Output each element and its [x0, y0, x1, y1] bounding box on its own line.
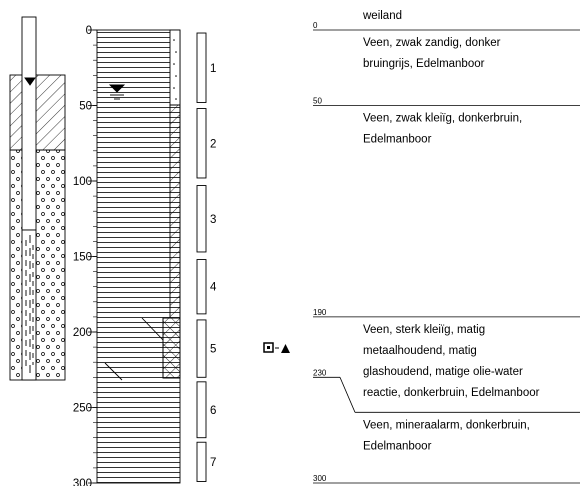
- depth-label: 200: [73, 327, 92, 339]
- sample-label: 3: [210, 214, 216, 226]
- sample-label: 7: [210, 457, 216, 469]
- layer-description: Edelmanboor: [363, 440, 432, 452]
- sample-box: [197, 33, 206, 102]
- sample-box: [197, 260, 206, 314]
- sample-box: [197, 382, 206, 438]
- surface-label: weiland: [362, 10, 402, 22]
- leader: [340, 377, 355, 412]
- depth-label: 300: [73, 478, 92, 486]
- depth-label: 250: [73, 403, 92, 415]
- well-diagram: [10, 17, 65, 380]
- bottom-depth: 300: [313, 474, 327, 483]
- layer-description: Veen, zwak kleiïg, donkerbruin,: [363, 113, 522, 125]
- layer-depth: 0: [313, 21, 318, 30]
- sample-label: 6: [210, 405, 216, 417]
- sample-label: 1: [210, 63, 216, 75]
- layer-description: Veen, sterk kleiïg, matig: [363, 324, 485, 336]
- sample-label: 2: [210, 138, 216, 150]
- sample-box: [197, 109, 206, 178]
- layer-description: reactie, donkerbruin, Edelmanboor: [363, 387, 540, 399]
- depth-label: 50: [79, 101, 92, 113]
- layer-description: Edelmanboor: [363, 134, 432, 146]
- sample-box: [197, 320, 206, 377]
- sample-box: [197, 186, 206, 252]
- sample-label: 4: [210, 282, 217, 294]
- layer-description: glashoudend, matige olie-water: [363, 366, 523, 378]
- contamination-symbol: [264, 343, 290, 353]
- layer-depth: 50: [313, 97, 322, 106]
- layer-description: metaalhoudend, matig: [363, 345, 477, 357]
- sample-label: 5: [210, 344, 216, 356]
- depth-label: 0: [86, 25, 92, 37]
- depth-label: 150: [73, 252, 92, 264]
- depth-label: 100: [73, 176, 92, 188]
- soil-column: [97, 30, 180, 483]
- layer-depth: 190: [313, 308, 327, 317]
- layer-description: bruingrijs, Edelmanboor: [363, 58, 485, 70]
- layer-description: Veen, zwak zandig, donker: [363, 37, 501, 49]
- borehole-log: 0 50 100 150 200 250 300 1 2 3 4 5 6 7 weiland 0 Veen, z…: [0, 0, 585, 486]
- layer-depth: 230: [313, 368, 327, 377]
- sample-box: [197, 442, 206, 481]
- layer-description: Veen, mineraalarm, donkerbruin,: [363, 419, 530, 431]
